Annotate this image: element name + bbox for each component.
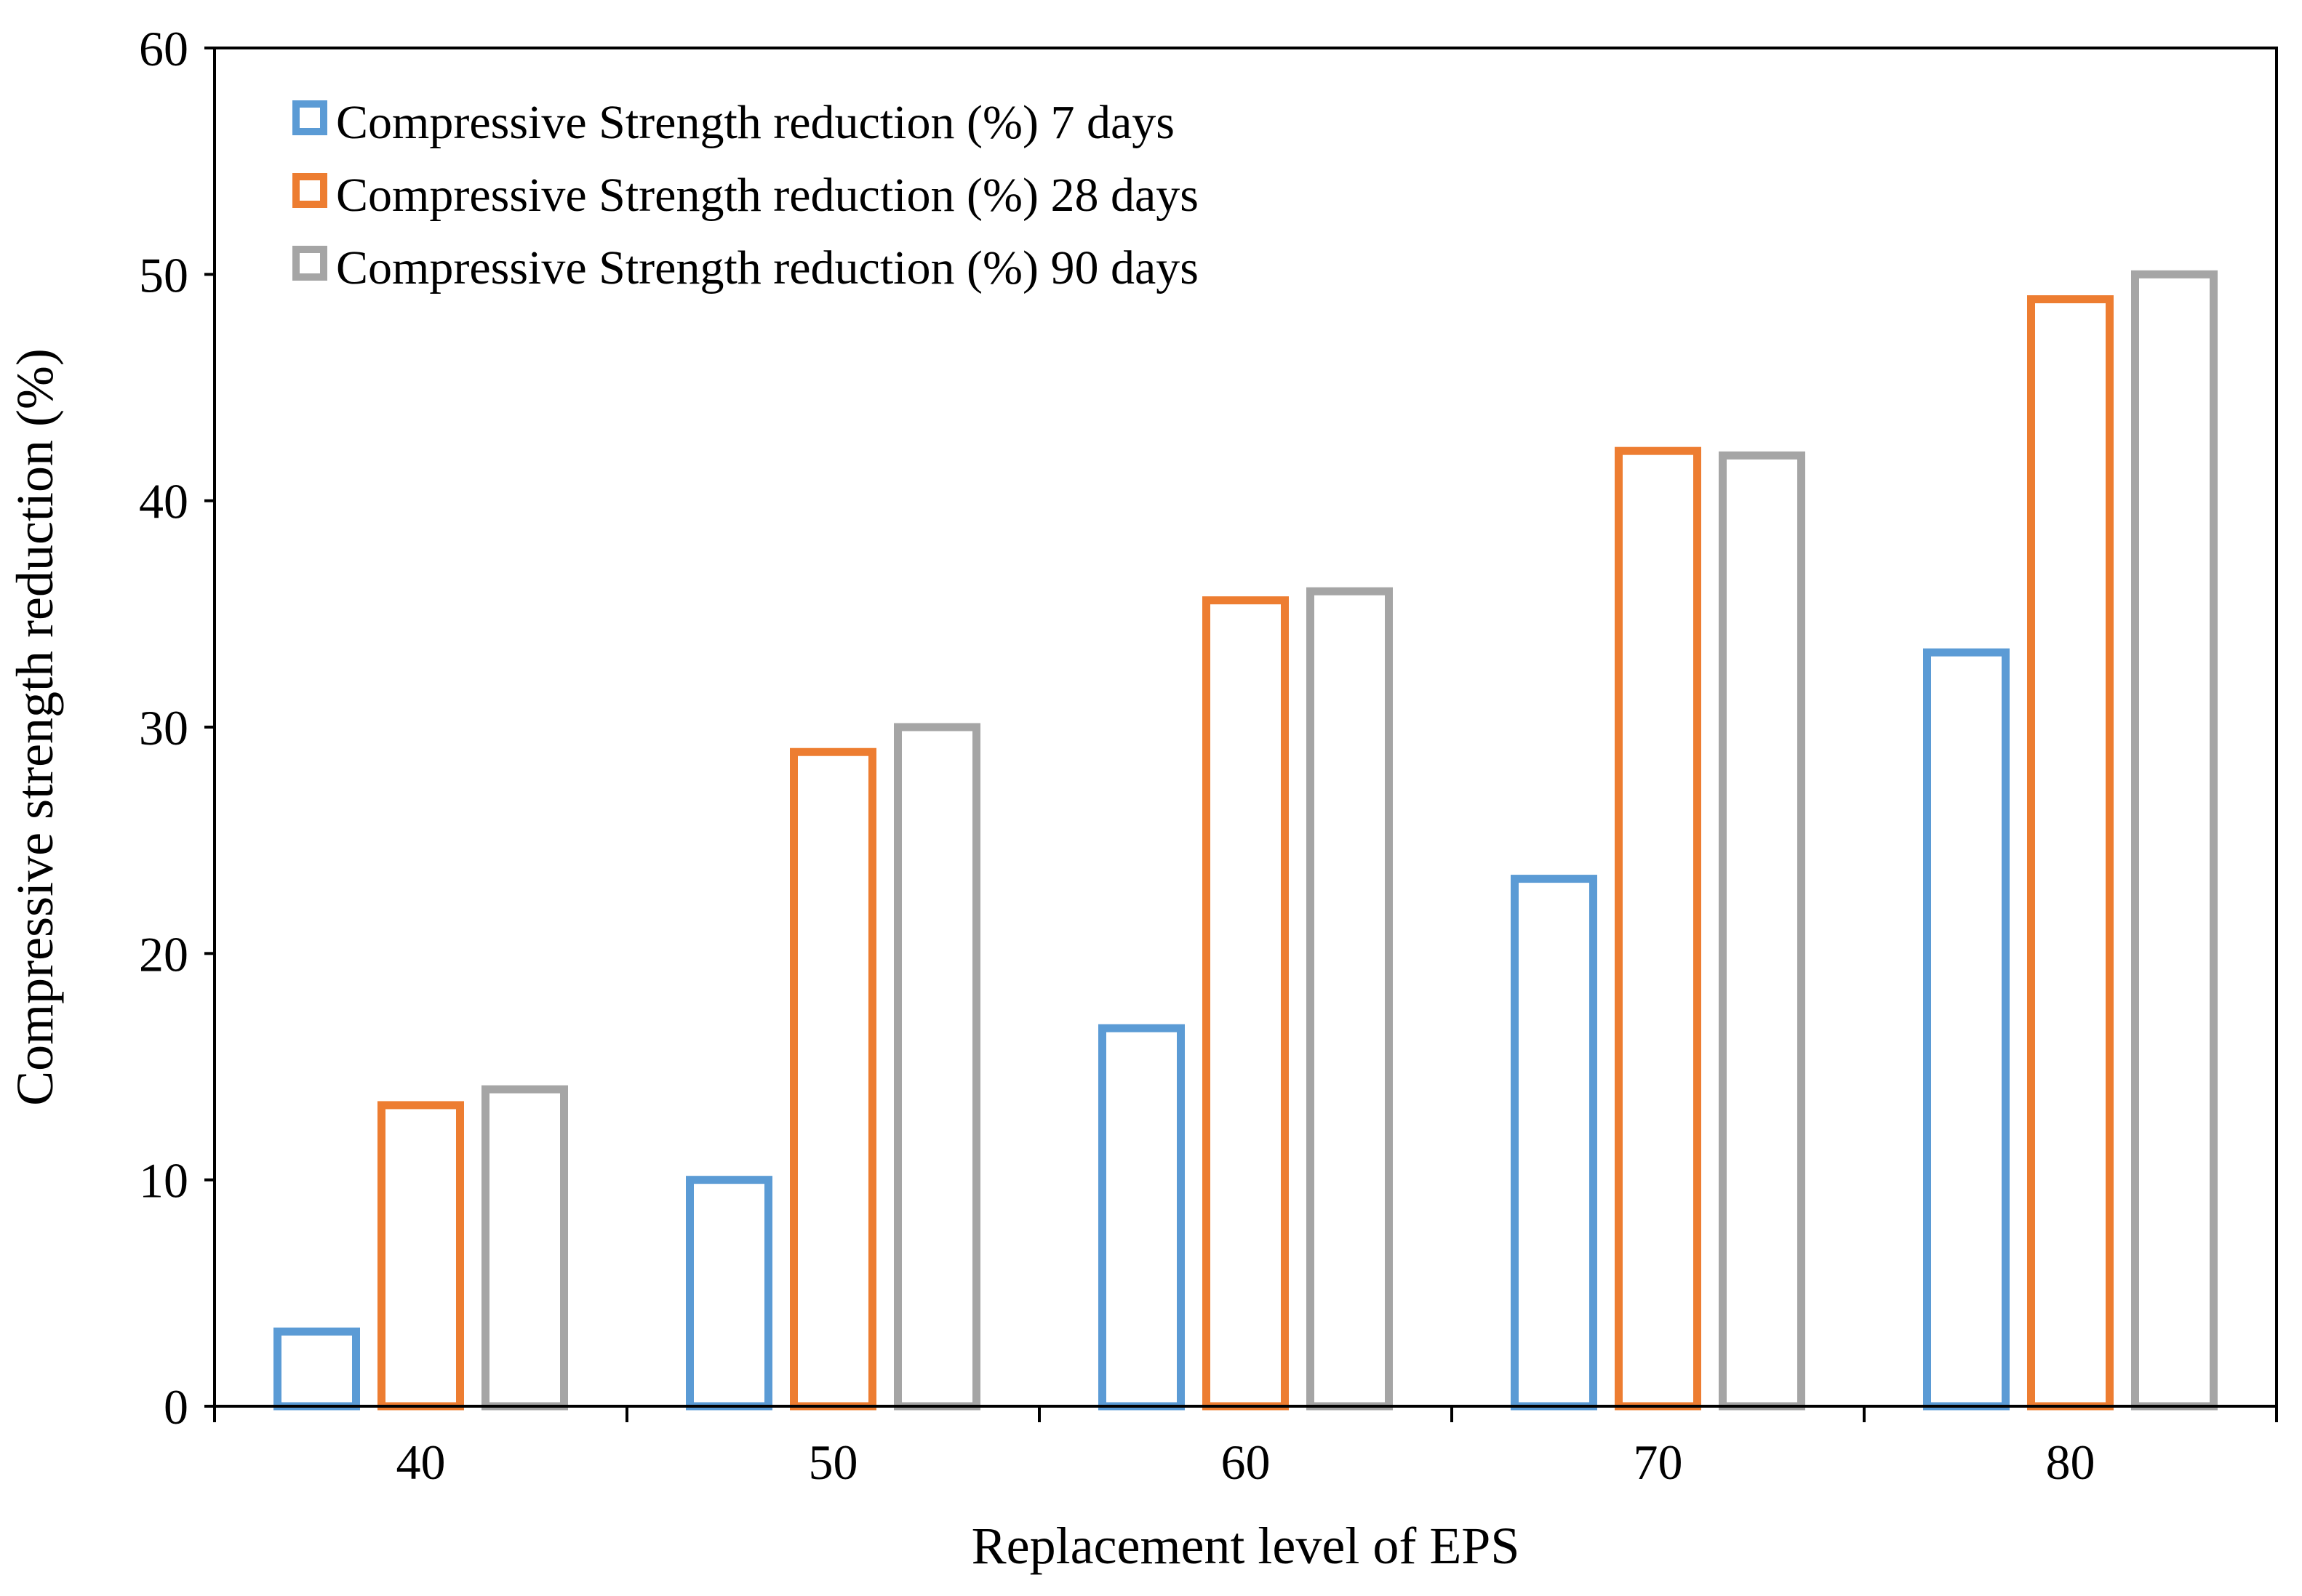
legend: Compressive Strength reduction (%) 7 day… [292,96,1199,294]
bar-1-60 [1098,1024,1185,1411]
legend-label-1: Compressive Strength reduction (%) 7 day… [336,96,1175,149]
bar-1-80 [1923,648,2010,1411]
bars-layer [273,270,2218,1411]
legend-swatch-3 [292,246,327,281]
x-tick-label: 50 [809,1435,858,1490]
y-tick-label: 0 [164,1379,188,1435]
bar-1-70 [1511,875,1597,1411]
y-tick-label: 60 [139,21,188,76]
x-tick-label: 70 [1634,1435,1683,1490]
y-axis-title: Compressive strength reduction (%) [6,348,64,1106]
x-tick-label: 60 [1221,1435,1271,1490]
bar-3-70 [1719,451,1805,1411]
bar-1-50 [686,1176,772,1411]
bar-1-40 [273,1327,360,1411]
y-tick-label: 40 [139,474,188,529]
y-tick-label: 10 [139,1153,188,1208]
legend-swatch-2 [292,173,327,208]
legend-swatch-1 [292,100,327,135]
legend-label-2: Compressive Strength reduction (%) 28 da… [336,169,1199,222]
bar-2-70 [1615,446,1701,1411]
axes-layer [204,47,2278,1422]
bar-2-50 [790,747,876,1411]
y-tick-label: 50 [139,247,188,302]
bar-3-60 [1306,587,1393,1411]
labels-layer: 0 10 20 30 40 50 60 40 50 60 70 80 Replacement level… [6,21,2095,1575]
x-tick-label: 80 [2046,1435,2095,1490]
bar-2-80 [2027,295,2114,1411]
bar-3-50 [894,723,980,1411]
x-tick-label: 40 [396,1435,446,1490]
bar-3-80 [2131,270,2218,1411]
y-tick-label: 20 [139,926,188,982]
bar-2-60 [1202,596,1289,1411]
bar-3-40 [481,1085,568,1411]
x-axis-title: Replacement level of EPS [972,1517,1520,1575]
y-tick-label: 30 [139,700,188,755]
bar-2-40 [377,1101,464,1411]
legend-label-3: Compressive Strength reduction (%) 90 da… [336,241,1199,294]
